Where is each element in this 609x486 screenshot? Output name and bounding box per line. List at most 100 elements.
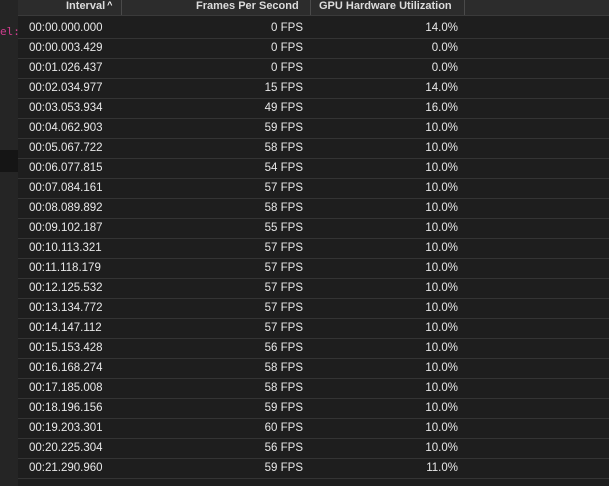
cell-interval: 00:13.134.772 xyxy=(29,302,103,314)
cell-gpu-utilization: 10.0% xyxy=(425,122,458,134)
cell-fps: 57 FPS xyxy=(264,302,303,314)
table-row[interactable]: 00:00.000.000 0 FPS 14.0% xyxy=(18,19,609,39)
column-divider[interactable] xyxy=(310,0,311,15)
cell-gpu-utilization: 16.0% xyxy=(425,102,458,114)
cell-gpu-utilization: 10.0% xyxy=(425,202,458,214)
table-row[interactable]: 00:18.196.156 59 FPS 10.0% xyxy=(18,399,609,419)
cell-interval: 00:12.125.532 xyxy=(29,282,103,294)
fps-table: Interval ^ Frames Per Second GPU Hardware… xyxy=(18,0,609,486)
table-row[interactable]: 00:13.134.772 57 FPS 10.0% xyxy=(18,299,609,319)
table-row[interactable]: 00:01.026.437 0 FPS 0.0% xyxy=(18,59,609,79)
cell-gpu-utilization: 0.0% xyxy=(431,62,458,74)
cell-interval: 00:11.118.179 xyxy=(29,262,101,274)
code-fragment: el: xyxy=(0,25,18,38)
cell-fps: 58 FPS xyxy=(264,202,303,214)
cell-gpu-utilization: 14.0% xyxy=(425,82,458,94)
table-row[interactable]: 00:20.225.304 56 FPS 10.0% xyxy=(18,439,609,459)
cell-fps: 58 FPS xyxy=(264,382,303,394)
cell-gpu-utilization: 14.0% xyxy=(425,22,458,34)
cell-fps: 55 FPS xyxy=(264,222,303,234)
table-row[interactable]: 00:14.147.112 57 FPS 10.0% xyxy=(18,319,609,339)
cell-fps: 0 FPS xyxy=(271,62,303,74)
cell-interval: 00:04.062.903 xyxy=(29,122,103,134)
table-row[interactable]: 00:02.034.977 15 FPS 14.0% xyxy=(18,79,609,99)
cell-fps: 0 FPS xyxy=(271,42,303,54)
cell-fps: 59 FPS xyxy=(264,462,303,474)
cell-gpu-utilization: 10.0% xyxy=(425,222,458,234)
cell-fps: 56 FPS xyxy=(264,342,303,354)
table-row[interactable]: 00:05.067.722 58 FPS 10.0% xyxy=(18,139,609,159)
cell-interval: 00:19.203.301 xyxy=(29,422,103,434)
table-row[interactable]: 00:09.102.187 55 FPS 10.0% xyxy=(18,219,609,239)
cell-interval: 00:18.196.156 xyxy=(29,402,103,414)
table-row[interactable]: 00:00.003.429 0 FPS 0.0% xyxy=(18,39,609,59)
table-row[interactable]: 00:04.062.903 59 FPS 10.0% xyxy=(18,119,609,139)
table-row[interactable]: 00:21.290.960 59 FPS 11.0% xyxy=(18,459,609,479)
column-header-interval-label: Interval xyxy=(66,0,106,12)
cell-interval: 00:06.077.815 xyxy=(29,162,103,174)
cell-gpu-utilization: 10.0% xyxy=(425,422,458,434)
cell-fps: 58 FPS xyxy=(264,142,303,154)
table-row[interactable]: 00:08.089.892 58 FPS 10.0% xyxy=(18,199,609,219)
column-header-gpu[interactable]: GPU Hardware Utilization xyxy=(319,0,452,12)
column-header-fps[interactable]: Frames Per Second xyxy=(196,0,299,12)
table-row[interactable]: 00:12.125.532 57 FPS 10.0% xyxy=(18,279,609,299)
cell-gpu-utilization: 10.0% xyxy=(425,442,458,454)
cell-gpu-utilization: 10.0% xyxy=(425,342,458,354)
sort-ascending-icon: ^ xyxy=(107,0,113,10)
cell-fps: 57 FPS xyxy=(264,282,303,294)
column-divider[interactable] xyxy=(464,0,465,15)
cell-interval: 00:08.089.892 xyxy=(29,202,103,214)
cell-fps: 58 FPS xyxy=(264,362,303,374)
cell-interval: 00:17.185.008 xyxy=(29,382,103,394)
cell-interval: 00:00.000.000 xyxy=(29,22,103,34)
cell-interval: 00:00.003.429 xyxy=(29,42,103,54)
cell-fps: 59 FPS xyxy=(264,122,303,134)
cell-interval: 00:07.084.161 xyxy=(29,182,103,194)
table-row[interactable]: 00:15.153.428 56 FPS 10.0% xyxy=(18,339,609,359)
cell-gpu-utilization: 10.0% xyxy=(425,242,458,254)
cell-interval: 00:15.153.428 xyxy=(29,342,103,354)
cell-fps: 0 FPS xyxy=(271,22,303,34)
table-row[interactable]: 00:19.203.301 60 FPS 10.0% xyxy=(18,419,609,439)
table-row[interactable]: 00:10.113.321 57 FPS 10.0% xyxy=(18,239,609,259)
cell-gpu-utilization: 10.0% xyxy=(425,182,458,194)
cell-fps: 49 FPS xyxy=(264,102,303,114)
cell-gpu-utilization: 10.0% xyxy=(425,362,458,374)
cell-fps: 15 FPS xyxy=(264,82,303,94)
table-body: 00:00.000.000 0 FPS 14.0% 00:00.003.429 0 FP… xyxy=(18,19,609,479)
cell-gpu-utilization: 10.0% xyxy=(425,162,458,174)
cell-gpu-utilization: 10.0% xyxy=(425,282,458,294)
cell-fps: 57 FPS xyxy=(264,262,303,274)
cell-interval: 00:16.168.274 xyxy=(29,362,103,374)
cell-fps: 57 FPS xyxy=(264,322,303,334)
cell-interval: 00:02.034.977 xyxy=(29,82,103,94)
cell-fps: 57 FPS xyxy=(264,242,303,254)
column-divider[interactable] xyxy=(121,0,122,15)
table-row[interactable]: 00:03.053.934 49 FPS 16.0% xyxy=(18,99,609,119)
cell-gpu-utilization: 10.0% xyxy=(425,262,458,274)
table-row[interactable]: 00:07.084.161 57 FPS 10.0% xyxy=(18,179,609,199)
table-header: Interval ^ Frames Per Second GPU Hardware… xyxy=(18,0,609,16)
cell-interval: 00:10.113.321 xyxy=(29,242,102,254)
editor-divider xyxy=(0,150,18,172)
cell-interval: 00:01.026.437 xyxy=(29,62,103,74)
cell-gpu-utilization: 10.0% xyxy=(425,322,458,334)
table-row[interactable]: 00:11.118.179 57 FPS 10.0% xyxy=(18,259,609,279)
cell-interval: 00:03.053.934 xyxy=(29,102,103,114)
cell-fps: 60 FPS xyxy=(264,422,303,434)
cell-interval: 00:09.102.187 xyxy=(29,222,103,234)
table-row[interactable]: 00:16.168.274 58 FPS 10.0% xyxy=(18,359,609,379)
cell-interval: 00:14.147.112 xyxy=(29,322,102,334)
column-header-interval[interactable]: Interval ^ xyxy=(66,0,112,15)
cell-gpu-utilization: 10.0% xyxy=(425,142,458,154)
table-row[interactable]: 00:17.185.008 58 FPS 10.0% xyxy=(18,379,609,399)
cell-gpu-utilization: 10.0% xyxy=(425,402,458,414)
cell-fps: 59 FPS xyxy=(264,402,303,414)
cell-fps: 57 FPS xyxy=(264,182,303,194)
table-row[interactable]: 00:06.077.815 54 FPS 10.0% xyxy=(18,159,609,179)
editor-pane-edge: el: xyxy=(0,0,18,486)
cell-gpu-utilization: 10.0% xyxy=(425,382,458,394)
cell-fps: 54 FPS xyxy=(264,162,303,174)
